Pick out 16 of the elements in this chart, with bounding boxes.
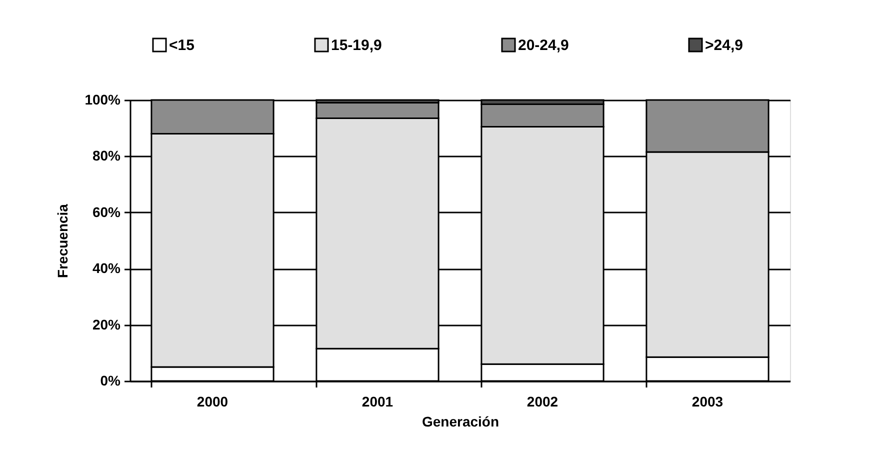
legend-label: <15 xyxy=(169,36,194,54)
legend-label: >24,9 xyxy=(705,36,743,54)
y-axis-title: Frecuencia xyxy=(54,204,71,278)
legend-label: 15-19,9 xyxy=(331,36,382,54)
y-tick-label: 100% xyxy=(84,92,122,108)
y-tick-label: 0% xyxy=(100,372,122,388)
legend-label: 20-24,9 xyxy=(518,36,569,54)
x-tick-label: 2001 xyxy=(362,394,394,410)
x-axis-title: Generación xyxy=(422,414,500,430)
y-tick-label: 60% xyxy=(92,204,122,220)
y-tick-label: 40% xyxy=(92,260,122,276)
x-tick-label: 2000 xyxy=(196,394,228,410)
y-tick-label: 80% xyxy=(92,148,122,164)
x-tick-label: 2003 xyxy=(692,394,724,410)
x-tick-label: 2002 xyxy=(526,394,558,410)
y-tick-label: 20% xyxy=(92,316,122,332)
